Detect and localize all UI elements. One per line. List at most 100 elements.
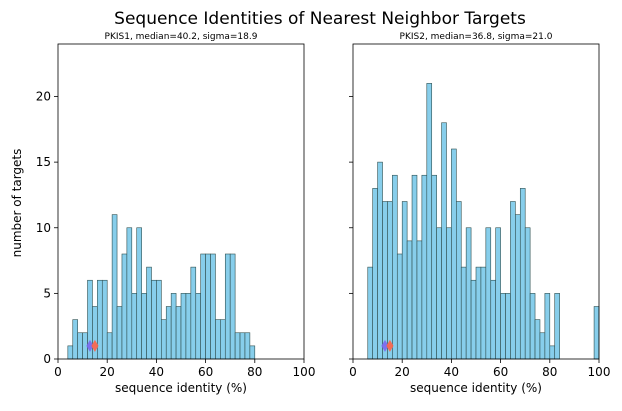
histogram-bar: [505, 293, 511, 360]
histogram-bar: [401, 201, 408, 360]
median-marker: [91, 339, 99, 352]
histogram-bar: [465, 227, 472, 360]
histogram-bar: [220, 319, 226, 360]
figure-title: Sequence Identities of Nearest Neighbor …: [114, 9, 526, 29]
histogram-bar: [121, 253, 128, 360]
histogram-bar: [165, 306, 172, 360]
y-tick-label: 20: [36, 90, 51, 104]
histogram-bar: [544, 293, 551, 360]
median-marker: [386, 339, 394, 352]
histogram-bar: [416, 240, 423, 360]
median-marker: [86, 339, 94, 352]
histogram-bar: [101, 279, 108, 360]
x-axis-label: sequence identity (%): [115, 381, 247, 395]
histogram-bar: [593, 306, 600, 360]
histogram-bar: [524, 227, 531, 360]
x-tick-label: 100: [588, 365, 611, 379]
histogram-bar: [441, 122, 447, 360]
axes-frame: [57, 43, 305, 360]
histogram-bar: [475, 266, 482, 360]
y-tick-label: 0: [43, 352, 51, 366]
histogram-bar: [515, 214, 521, 360]
histogram-bar: [451, 148, 457, 360]
histogram-bar: [539, 332, 546, 360]
histogram-bar: [411, 174, 418, 360]
x-tick-label: 80: [542, 365, 557, 379]
histogram-bar: [77, 332, 83, 360]
histogram-bar: [426, 83, 433, 360]
y-tick-label: 15: [36, 155, 51, 169]
histogram-bar: [180, 293, 187, 360]
histogram-bar: [460, 266, 467, 360]
histogram-bar: [67, 345, 74, 360]
x-tick-label: 80: [247, 365, 262, 379]
subplot-title: PKIS1, median=40.2, sigma=18.9: [105, 32, 258, 42]
histogram-bar: [190, 266, 197, 360]
histogram-bar: [436, 227, 442, 360]
histogram-bar: [136, 227, 142, 360]
subplot-title: PKIS2, median=36.8, sigma=21.0: [400, 32, 553, 42]
histogram-bar: [72, 319, 78, 360]
y-axis-label: number of targets: [10, 149, 24, 258]
histogram-panel-pkis2: 0 20 40 60 80 100 PKIS2, median=36.8, sigma=21…: [349, 32, 610, 395]
histogram-bar: [480, 266, 487, 360]
y-tick-label: 5: [43, 286, 51, 300]
x-tick-label: 40: [444, 365, 459, 379]
histogram-bar: [495, 227, 501, 360]
histogram-bar: [200, 253, 206, 360]
histogram-panel-pkis1: 0 20 40 60 80 100 0 5 10 15 20 PKIS1, median=40.2, …: [36, 32, 316, 395]
histogram-bar: [146, 266, 152, 360]
histogram-bar: [126, 227, 133, 360]
histogram-bar: [367, 266, 373, 360]
x-axis-label: sequence identity (%): [410, 381, 542, 395]
histogram-bar: [170, 293, 177, 360]
histogram-bar: [205, 253, 211, 360]
histogram-bar: [224, 253, 231, 360]
histogram-bar: [106, 332, 113, 360]
axes-frame: [352, 43, 600, 360]
histogram-bar: [111, 214, 118, 360]
histogram-bar: [210, 253, 216, 360]
histogram-bar: [244, 332, 251, 360]
histogram-bar: [229, 253, 236, 360]
histogram-bar: [161, 319, 167, 360]
histogram-bar: [485, 227, 492, 360]
histogram-bar: [396, 253, 403, 360]
x-tick-label: 40: [149, 365, 164, 379]
histogram-bar: [151, 279, 157, 360]
histogram-bar: [215, 319, 221, 360]
histogram-bar: [239, 332, 246, 360]
x-tick-label: 0: [349, 365, 357, 379]
histogram-bar: [554, 293, 560, 360]
histogram-bar: [392, 174, 398, 360]
histogram-bar: [421, 174, 428, 360]
histogram-bar: [529, 293, 536, 360]
histogram-bar: [141, 293, 147, 360]
histogram-bar: [519, 188, 526, 360]
histogram-bar: [372, 188, 378, 360]
histogram-bar: [431, 174, 437, 360]
histogram-bar: [456, 201, 462, 360]
histogram-bar: [195, 293, 201, 360]
histogram-bar: [490, 279, 496, 360]
histogram-bar: [470, 279, 477, 360]
x-tick-label: 60: [198, 365, 213, 379]
median-marker: [381, 339, 389, 352]
histogram-bar: [175, 306, 182, 360]
x-tick-label: 0: [54, 365, 62, 379]
histogram-bar: [549, 345, 556, 360]
histogram-bar: [234, 332, 241, 360]
histogram-bar: [406, 240, 413, 360]
histogram-bar: [185, 293, 192, 360]
histogram-bar: [116, 306, 123, 360]
histogram-bar: [382, 201, 388, 360]
y-tick-label: 10: [36, 221, 51, 235]
histogram-bar: [131, 293, 138, 360]
histogram-bar: [510, 201, 516, 360]
histogram-bar: [97, 279, 103, 360]
histogram-bar: [534, 319, 541, 360]
x-tick-label: 20: [395, 365, 410, 379]
x-tick-label: 100: [293, 365, 316, 379]
x-tick-label: 20: [100, 365, 115, 379]
